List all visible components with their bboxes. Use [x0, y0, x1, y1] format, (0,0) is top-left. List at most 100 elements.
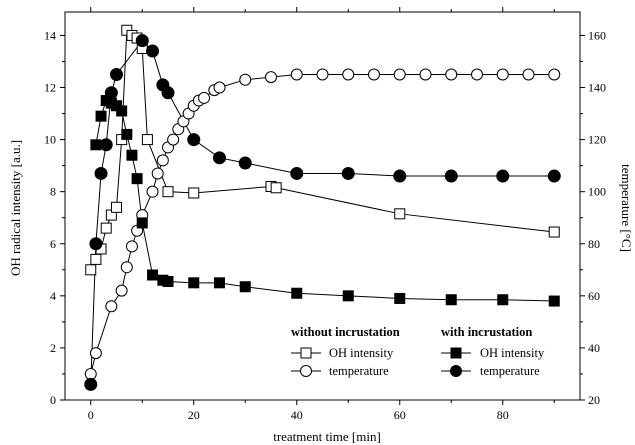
legend-label-with-oh: OH intensity — [480, 346, 545, 360]
data-point-without-temp — [368, 68, 380, 81]
data-point-with-oh — [239, 281, 251, 293]
y-right-tick-label: 40 — [588, 341, 600, 355]
data-point-with-temp — [496, 169, 510, 183]
data-point-without-temp — [167, 133, 180, 146]
y-right-tick-label: 100 — [588, 185, 606, 199]
data-point-without-temp — [151, 167, 164, 180]
data-point-without-temp — [156, 154, 169, 167]
data-point-without-temp — [471, 68, 483, 81]
data-point-without-oh — [111, 201, 122, 213]
y-left-tick-label: 4 — [50, 289, 56, 303]
data-point-without-temp — [120, 261, 133, 274]
data-point-with-oh — [342, 290, 354, 302]
data-point-with-temp — [99, 138, 113, 152]
y-left-tick-label: 10 — [44, 133, 56, 147]
data-point-with-temp — [89, 237, 103, 251]
data-point-with-oh — [162, 276, 174, 288]
legend-label-without-temp: temperature — [329, 364, 389, 378]
data-point-with-temp — [238, 156, 252, 170]
data-point-with-oh — [214, 277, 225, 289]
x-tick-label: 0 — [88, 408, 94, 422]
y-right-tick-label: 20 — [588, 393, 600, 407]
data-point-with-temp — [110, 67, 123, 81]
y-left-tick-label: 12 — [44, 81, 56, 95]
data-point-with-oh — [121, 128, 133, 140]
data-point-without-temp — [496, 68, 509, 81]
y-left-tick-label: 14 — [44, 28, 56, 42]
data-point-with-temp — [290, 166, 304, 180]
legend-marker-open-circle — [300, 365, 312, 377]
data-point-with-oh — [126, 149, 138, 161]
data-point-without-oh — [270, 182, 282, 194]
data-point-with-temp — [213, 151, 226, 165]
data-point-without-temp — [419, 68, 432, 81]
data-point-without-temp — [265, 71, 277, 84]
data-point-without-temp — [342, 68, 355, 81]
data-point-with-temp — [393, 169, 407, 183]
legend-entry-without-oh: OH intensity — [291, 346, 394, 360]
data-point-with-temp — [341, 166, 355, 180]
data-point-without-oh — [188, 187, 200, 199]
data-point-with-oh — [548, 295, 560, 307]
data-point-without-oh — [548, 226, 560, 238]
data-point-with-temp — [547, 169, 561, 183]
data-point-with-oh — [116, 105, 128, 117]
y-left-tick-label: 2 — [50, 341, 56, 355]
data-point-with-temp — [94, 166, 108, 180]
data-point-without-oh — [85, 264, 97, 276]
legend-marker-open-square — [300, 347, 312, 359]
data-point-without-temp — [445, 68, 458, 81]
data-point-without-temp — [548, 68, 561, 81]
legend-group-title-with: with incrustation — [441, 325, 532, 339]
y-right-tick-label: 60 — [588, 289, 600, 303]
data-point-without-temp — [316, 68, 329, 81]
data-point-with-oh — [95, 110, 107, 122]
plot-frame — [64, 11, 581, 401]
x-tick-label: 80 — [497, 408, 509, 422]
series-markers-layer — [84, 24, 561, 391]
y-right-axis-label: temperature [°C] — [619, 164, 634, 252]
data-point-with-oh — [90, 139, 102, 151]
x-tick-label: 20 — [188, 408, 200, 422]
data-point-without-temp — [290, 68, 303, 81]
data-point-with-temp — [135, 34, 149, 48]
data-point-with-temp — [161, 86, 175, 100]
data-point-with-oh — [147, 269, 159, 281]
legend-marker-filled-circle — [450, 365, 462, 377]
legend-entry-without-temp: temperature — [291, 364, 389, 378]
x-tick-label: 60 — [394, 408, 406, 422]
data-point-without-temp — [105, 300, 118, 313]
x-axis-label: treatment time [min] — [273, 429, 381, 444]
legend-label-without-oh: OH intensity — [329, 346, 394, 360]
data-point-without-temp — [522, 68, 535, 81]
data-point-with-oh — [136, 217, 148, 229]
data-point-with-oh — [394, 292, 406, 304]
data-point-without-temp — [393, 68, 406, 81]
y-left-tick-label: 8 — [50, 185, 56, 199]
data-point-with-oh — [497, 294, 509, 306]
legend-label-with-temp: temperature — [480, 364, 540, 378]
data-point-without-temp — [198, 91, 211, 104]
data-point-without-temp — [213, 81, 226, 94]
data-point-without-oh — [90, 253, 102, 265]
data-point-with-temp — [187, 133, 201, 147]
data-point-with-temp — [444, 169, 458, 183]
data-point-with-temp — [146, 44, 160, 58]
legend-entry-with-oh: OH intensity — [441, 346, 545, 360]
data-point-with-temp — [84, 377, 98, 391]
data-point-without-oh — [141, 134, 153, 146]
y-right-tick-label: 160 — [588, 28, 606, 42]
data-point-without-temp — [84, 367, 97, 380]
data-point-with-oh — [188, 277, 200, 289]
data-point-without-temp — [115, 284, 128, 297]
y-right-tick-label: 120 — [588, 133, 606, 147]
data-point-without-oh — [162, 186, 174, 198]
y-left-axis-label: OH radical intensity [a.u.] — [8, 140, 23, 276]
y-left-tick-label: 6 — [50, 237, 56, 251]
data-point-with-oh — [445, 294, 457, 306]
y-right-tick-label: 80 — [588, 237, 600, 251]
data-point-with-oh — [291, 287, 303, 299]
data-point-with-oh — [131, 173, 143, 185]
